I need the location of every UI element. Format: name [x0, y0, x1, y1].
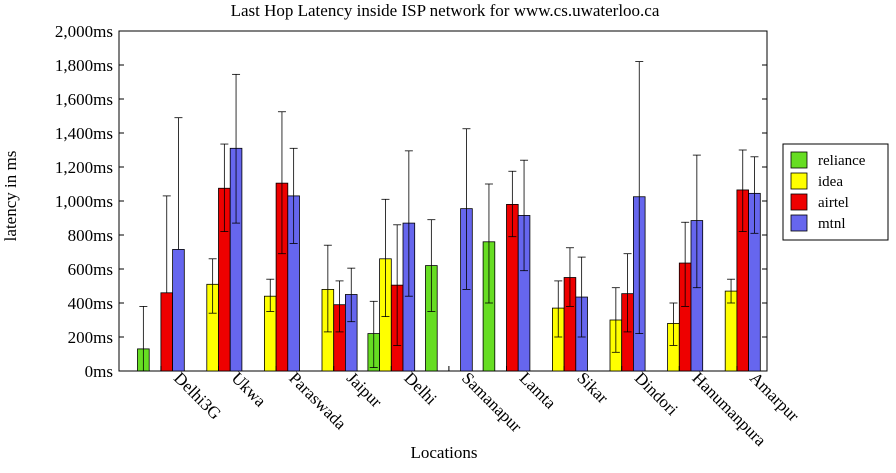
x-tick-label: Delhi3G: [170, 368, 225, 423]
x-tick-label: Amarpur: [746, 368, 803, 425]
error-bars-layer: [139, 61, 759, 372]
y-tick-label: 800ms: [68, 226, 113, 245]
x-tick-label: Delhi: [400, 368, 440, 408]
y-axis-ticks: 0ms 200ms 400ms 600ms 800ms 1,000ms 1,200ms 1,4…: [55, 22, 767, 381]
bar-airtel-Delhi3G: [160, 292, 173, 372]
legend-swatch-idea: [790, 172, 808, 190]
x-tick-label: Ukwa: [228, 368, 270, 410]
chart-title: Last Hop Latency inside ISP network for …: [231, 1, 660, 20]
x-axis-label: Locations: [410, 443, 477, 462]
legend-swatch-reliance: [790, 151, 808, 169]
legend: reliance idea airtel mtnl: [782, 143, 889, 241]
x-tick-label: Sikar: [573, 368, 612, 407]
legend-label-idea: idea: [818, 174, 843, 190]
y-tick-label: 1,000ms: [55, 192, 113, 211]
legend-label-reliance: reliance: [818, 153, 866, 169]
legend-swatch-airtel: [790, 193, 808, 211]
bar-mtnl-Delhi3G: [172, 249, 185, 372]
y-tick-label: 1,400ms: [55, 124, 113, 143]
y-tick-label: 1,600ms: [55, 90, 113, 109]
legend-label-airtel: airtel: [818, 195, 849, 211]
y-tick-label: 1,800ms: [55, 56, 113, 75]
y-tick-label: 400ms: [68, 294, 113, 313]
y-tick-label: 2,000ms: [55, 22, 113, 41]
x-tick-label: Lamta: [516, 368, 560, 412]
y-tick-label: 200ms: [68, 328, 113, 347]
x-tick-label: Samanapur: [458, 368, 526, 436]
y-tick-label: 1,200ms: [55, 158, 113, 177]
x-tick-label: Paraswada: [285, 368, 350, 433]
y-tick-label: 600ms: [68, 260, 113, 279]
bars-layer: [137, 147, 761, 372]
legend-swatch-mtnl: [790, 214, 808, 232]
y-axis-label: latency in ms: [1, 151, 20, 242]
y-tick-label: 0ms: [85, 362, 113, 381]
legend-label-mtnl: mtnl: [818, 216, 846, 232]
x-tick-label: Dindori: [631, 368, 682, 419]
x-tick-label: Jaipur: [343, 368, 386, 411]
